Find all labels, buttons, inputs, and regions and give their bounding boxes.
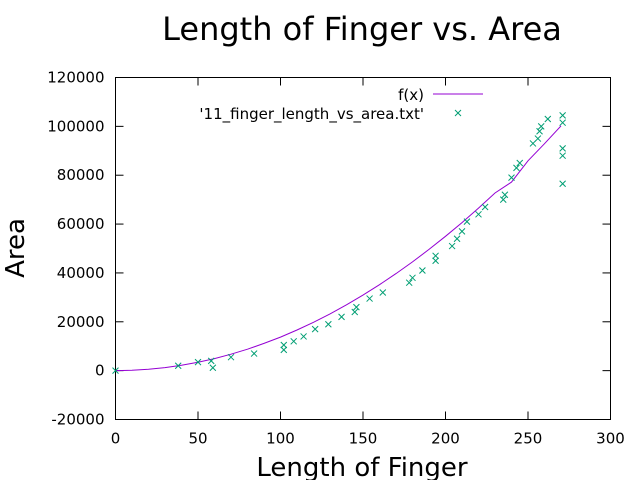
data-point <box>290 337 298 345</box>
data-point <box>559 144 567 152</box>
y-tick-label: 40000 <box>57 264 105 282</box>
data-point <box>516 159 524 167</box>
x-axis-label: Length of Finger <box>256 453 468 480</box>
data-point <box>366 295 373 302</box>
data-point <box>419 267 426 274</box>
data-point <box>280 346 288 354</box>
legend: f(x) '11_finger_length_vs_area.txt' <box>199 86 483 124</box>
y-tick-label: 120000 <box>47 69 104 87</box>
x-tick-label: 250 <box>514 430 543 448</box>
data-point <box>300 333 307 340</box>
data-point <box>174 362 182 370</box>
data-point <box>559 152 567 160</box>
x-tick-label: 200 <box>431 430 460 448</box>
data-point <box>311 325 319 333</box>
x-tick-label: 300 <box>596 430 625 448</box>
y-tick-label: 0 <box>95 362 105 380</box>
legend-text-fx: f(x) <box>398 86 424 104</box>
plot-border <box>115 77 611 420</box>
legend-marker-data <box>454 109 462 117</box>
data-point <box>453 235 461 243</box>
data-point <box>475 210 482 218</box>
data-point <box>463 218 471 225</box>
data-point <box>499 196 507 203</box>
data-point <box>544 115 552 123</box>
data-point <box>559 112 567 119</box>
data-point <box>227 353 235 361</box>
x-axis-ticks: 0 50 100 150 200 250 300 <box>111 77 625 448</box>
data-point <box>458 228 466 235</box>
data-point <box>559 119 567 127</box>
data-point <box>513 164 520 172</box>
y-tick-label: -20000 <box>51 411 104 429</box>
y-tick-label: 60000 <box>57 215 105 233</box>
y-tick-label: 100000 <box>47 117 104 135</box>
data-point <box>207 357 215 365</box>
x-tick-label: 100 <box>266 430 295 448</box>
data-point <box>379 289 387 296</box>
x-tick-label: 50 <box>188 430 207 448</box>
data-point <box>536 127 543 135</box>
data-point <box>112 367 119 374</box>
fx-curve <box>115 125 562 372</box>
data-point <box>405 279 413 287</box>
data-point <box>351 308 359 316</box>
y-tick-label: 80000 <box>57 166 105 184</box>
data-point <box>324 320 332 328</box>
data-point <box>353 303 360 311</box>
chart-title: Length of Finger vs. Area <box>162 10 562 48</box>
data-point <box>448 242 456 250</box>
data-point <box>559 180 567 188</box>
data-point <box>508 174 515 182</box>
y-tick-label: 20000 <box>57 313 105 331</box>
data-point <box>194 358 202 366</box>
data-point <box>209 364 217 372</box>
data-point <box>534 135 542 142</box>
data-point <box>432 257 439 265</box>
legend-text-data: '11_finger_length_vs_area.txt' <box>199 105 424 124</box>
y-axis-label: Area <box>1 218 31 278</box>
data-point <box>280 341 288 349</box>
plot-series <box>112 112 567 374</box>
x-tick-label: 150 <box>349 430 378 448</box>
data-point <box>250 350 258 357</box>
data-point <box>338 313 345 321</box>
x-tick-label: 0 <box>111 430 121 448</box>
y-axis-ticks: -20000 0 20000 40000 60000 80000 100000 120000 <box>47 69 611 429</box>
data-point <box>501 191 509 199</box>
data-point <box>432 252 439 260</box>
data-point <box>481 203 489 211</box>
data-point <box>537 123 545 130</box>
data-point <box>409 274 416 282</box>
